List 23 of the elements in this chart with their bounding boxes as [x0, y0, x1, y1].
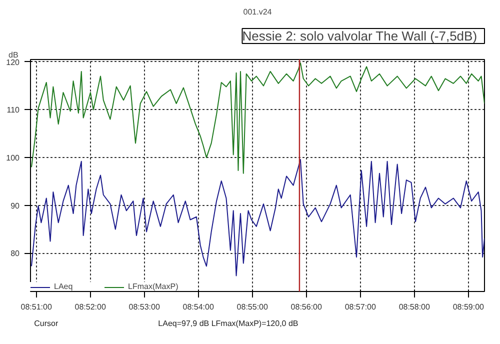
y-tick-label: 100 [6, 154, 20, 163]
x-tick-label: 08:55:00 [236, 302, 268, 312]
x-tick-label: 08:52:00 [74, 302, 106, 312]
chart-subtitle: 001.v24 [243, 8, 272, 16]
chart-title: Nessie 2: solo valvolar The Wall (-7,5dB) [242, 28, 478, 44]
x-tick-label: 08:59:00 [452, 302, 485, 312]
x-tick-label: 08:53:00 [128, 302, 160, 312]
y-tick-label: 120 [6, 58, 20, 67]
legend-label: LFmax(MaxP) [128, 282, 178, 291]
line-series [30, 158, 484, 276]
y-tick-label: 90 [10, 201, 20, 210]
y-tick-label: 110 [6, 106, 20, 115]
legend-label: LAeq [54, 282, 74, 291]
x-tick-label: 08:58:00 [398, 302, 431, 312]
x-tick-label: 08:56:00 [290, 302, 322, 312]
line-series [30, 62, 484, 174]
text: Cursor [34, 319, 58, 328]
text: LAeq=97,9 dB LFmax(MaxP)=120,0 dB [158, 319, 298, 328]
x-tick-label: 08:57:00 [344, 302, 377, 312]
x-tick-label: 08:54:00 [182, 302, 214, 312]
y-axis-title: dB [8, 50, 18, 60]
x-tick-label: 08:51:00 [20, 302, 52, 312]
y-tick-label: 80 [10, 249, 20, 258]
